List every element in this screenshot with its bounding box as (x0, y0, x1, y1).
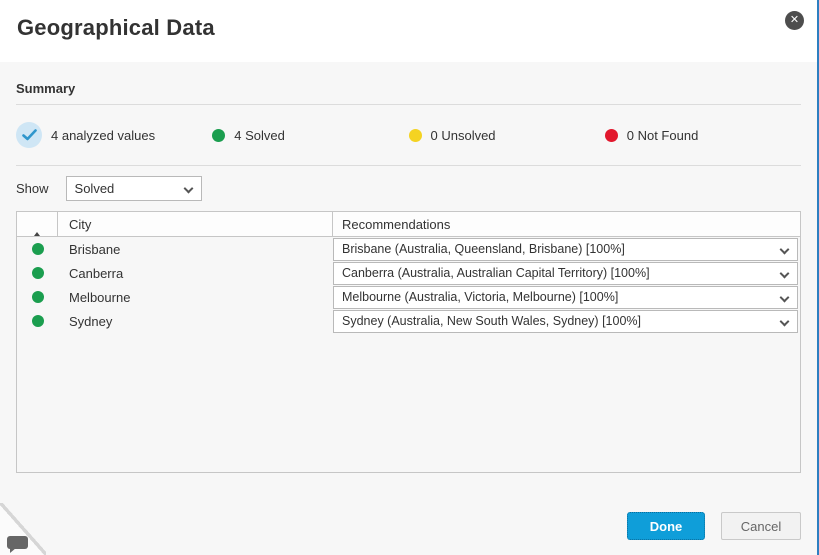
summary-item-analyzed: 4 analyzed values (16, 122, 212, 148)
recommendation-select[interactable]: Canberra (Australia, Australian Capital … (333, 261, 798, 285)
table-body: Brisbane Brisbane (Australia, Queensland… (17, 237, 800, 333)
row-status-cell (17, 243, 58, 255)
row-city-label: Canberra (69, 265, 124, 281)
table-header: City Recommendations (17, 212, 800, 237)
recommendation-select[interactable]: Sydney (Australia, New South Wales, Sydn… (333, 309, 798, 333)
row-status-cell (17, 315, 58, 327)
dialog-footer: Done Cancel (627, 512, 801, 540)
summary-item-unsolved: 0 Unsolved (408, 127, 605, 143)
solved-label: 4 Solved (234, 127, 285, 143)
summary-row: 4 analyzed values 4 Solved 0 Unsolved 0 … (16, 105, 801, 165)
show-filter-value: Solved (74, 180, 115, 196)
dialog-body: Summary 4 analyzed values 4 Solved 0 Uns… (0, 62, 817, 555)
recommendation-value: Canberra (Australia, Australian Capital … (342, 266, 650, 280)
not-found-label: 0 Not Found (626, 127, 699, 143)
row-status-cell (17, 291, 58, 303)
done-button[interactable]: Done (627, 512, 705, 540)
table-row: Canberra Canberra (Australia, Australian… (17, 261, 800, 285)
solved-dot-icon (212, 128, 226, 142)
close-icon[interactable]: ✕ (785, 11, 804, 30)
show-filter-row: Show Solved (16, 175, 801, 201)
show-label: Show (16, 180, 49, 196)
analyzed-label: 4 analyzed values (51, 127, 156, 143)
comment-bubble-icon[interactable] (7, 536, 28, 553)
row-city-label: Melbourne (69, 289, 131, 305)
row-city-label: Sydney (69, 313, 113, 329)
sort-icon (34, 216, 40, 236)
recommendations-column-header[interactable]: Recommendations (342, 216, 451, 232)
recommendation-value: Brisbane (Australia, Queensland, Brisban… (342, 242, 625, 256)
table-row: Melbourne Melbourne (Australia, Victoria… (17, 285, 800, 309)
cancel-button[interactable]: Cancel (721, 512, 801, 540)
recommendation-select[interactable]: Melbourne (Australia, Victoria, Melbourn… (333, 285, 798, 309)
solved-status-icon (31, 243, 44, 255)
table-row: Brisbane Brisbane (Australia, Queensland… (17, 237, 800, 261)
summary-heading: Summary (16, 81, 76, 96)
row-recommendations-cell: Canberra (Australia, Australian Capital … (333, 261, 800, 285)
row-city-label: Brisbane (69, 241, 121, 257)
results-table: City Recommendations Brisbane Brisbane (… (16, 211, 801, 473)
analyzed-check-icon (16, 122, 42, 148)
row-recommendations-cell: Sydney (Australia, New South Wales, Sydn… (333, 309, 800, 333)
table-row: Sydney Sydney (Australia, New South Wale… (17, 309, 800, 333)
summary-item-not-found: 0 Not Found (604, 127, 801, 143)
city-column-header[interactable]: City (58, 212, 333, 236)
summary-item-solved: 4 Solved (212, 128, 408, 143)
status-column-header[interactable] (17, 212, 58, 236)
separator (16, 165, 801, 166)
solved-status-icon (31, 315, 44, 327)
recommendation-value: Sydney (Australia, New South Wales, Sydn… (342, 314, 641, 328)
unsolved-label: 0 Unsolved (430, 127, 496, 143)
row-recommendations-cell: Melbourne (Australia, Victoria, Melbourn… (333, 285, 800, 309)
recommendation-value: Melbourne (Australia, Victoria, Melbourn… (342, 290, 619, 304)
solved-status-icon (31, 267, 44, 279)
row-recommendations-cell: Brisbane (Australia, Queensland, Brisban… (333, 237, 800, 261)
row-status-cell (17, 267, 58, 279)
unsolved-dot-icon (408, 128, 422, 142)
recommendation-select[interactable]: Brisbane (Australia, Queensland, Brisban… (333, 237, 798, 261)
separator (16, 104, 801, 105)
not-found-dot-icon (604, 128, 618, 142)
dialog-title: Geographical Data (17, 15, 215, 40)
dialog-header: Geographical Data ✕ (0, 0, 817, 62)
show-filter-select[interactable]: Solved (65, 175, 202, 201)
solved-status-icon (31, 291, 44, 303)
